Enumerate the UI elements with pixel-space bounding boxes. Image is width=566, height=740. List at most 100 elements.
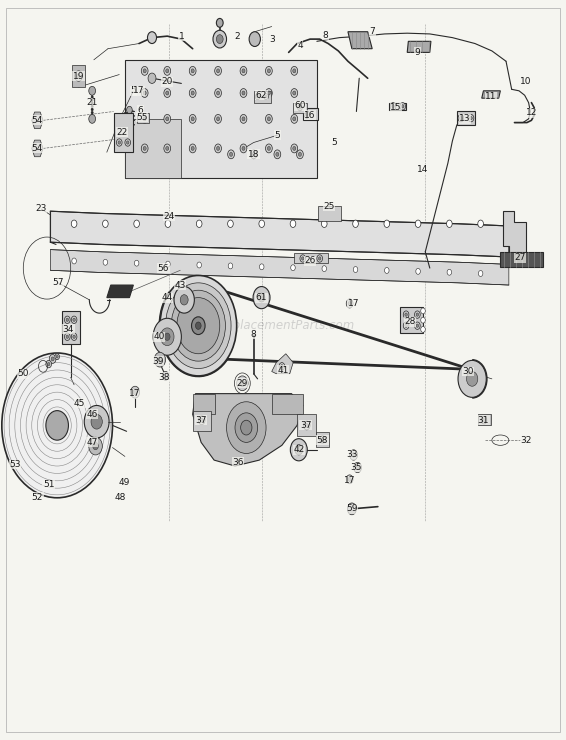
Circle shape — [267, 147, 271, 150]
Polygon shape — [192, 411, 211, 431]
Circle shape — [230, 152, 233, 156]
Circle shape — [158, 357, 162, 363]
Circle shape — [259, 220, 264, 227]
Text: 17: 17 — [133, 87, 145, 95]
Circle shape — [291, 89, 298, 98]
Polygon shape — [303, 108, 318, 121]
Circle shape — [416, 269, 421, 275]
Circle shape — [256, 95, 259, 98]
Circle shape — [252, 152, 255, 156]
Circle shape — [297, 150, 303, 159]
Circle shape — [240, 115, 247, 124]
Circle shape — [290, 220, 296, 227]
Circle shape — [403, 322, 409, 329]
Circle shape — [265, 67, 272, 75]
Text: 8: 8 — [251, 330, 256, 339]
Circle shape — [143, 117, 146, 121]
Circle shape — [250, 150, 257, 159]
Text: 26: 26 — [305, 256, 316, 265]
Text: 17: 17 — [348, 299, 359, 308]
Circle shape — [71, 333, 77, 340]
Circle shape — [103, 259, 108, 265]
Circle shape — [160, 275, 237, 376]
Circle shape — [240, 67, 247, 75]
Circle shape — [171, 290, 225, 361]
Circle shape — [91, 98, 93, 101]
Text: 60: 60 — [294, 101, 306, 110]
Polygon shape — [389, 103, 406, 110]
Polygon shape — [125, 60, 317, 178]
Circle shape — [89, 87, 96, 95]
Circle shape — [384, 267, 389, 273]
Circle shape — [228, 263, 233, 269]
Text: 4: 4 — [297, 41, 303, 50]
Circle shape — [127, 107, 132, 114]
Circle shape — [216, 18, 223, 27]
Text: 36: 36 — [232, 458, 243, 467]
Circle shape — [242, 117, 245, 121]
Circle shape — [91, 414, 102, 429]
Circle shape — [77, 74, 80, 78]
Circle shape — [134, 260, 139, 266]
Text: 46: 46 — [87, 410, 98, 419]
Circle shape — [117, 139, 122, 147]
Circle shape — [237, 376, 248, 391]
Text: 25: 25 — [324, 201, 335, 210]
Circle shape — [348, 301, 351, 306]
Circle shape — [174, 286, 194, 313]
Circle shape — [415, 220, 421, 227]
Circle shape — [189, 144, 196, 153]
Circle shape — [49, 354, 56, 363]
Circle shape — [466, 371, 478, 386]
Text: 44: 44 — [162, 293, 173, 302]
Circle shape — [164, 115, 170, 124]
Circle shape — [48, 363, 50, 366]
Circle shape — [148, 73, 156, 84]
Circle shape — [91, 90, 93, 92]
Polygon shape — [272, 394, 303, 414]
Text: 59: 59 — [346, 505, 358, 514]
Circle shape — [458, 360, 486, 397]
Polygon shape — [125, 119, 181, 178]
Circle shape — [164, 144, 170, 153]
Circle shape — [216, 35, 223, 44]
Circle shape — [148, 32, 157, 44]
Circle shape — [217, 147, 220, 150]
Circle shape — [259, 294, 264, 301]
Circle shape — [71, 316, 77, 323]
Text: 16: 16 — [305, 111, 316, 120]
Circle shape — [228, 220, 233, 227]
Circle shape — [264, 94, 268, 100]
Circle shape — [51, 357, 54, 361]
Circle shape — [84, 406, 109, 438]
Circle shape — [191, 117, 194, 121]
Circle shape — [134, 220, 139, 227]
Circle shape — [215, 89, 221, 98]
Circle shape — [299, 107, 301, 109]
Circle shape — [89, 115, 96, 124]
Circle shape — [265, 144, 272, 153]
Circle shape — [65, 316, 70, 323]
Circle shape — [195, 322, 201, 329]
Circle shape — [249, 32, 260, 47]
Circle shape — [353, 266, 358, 272]
Polygon shape — [478, 414, 491, 425]
Circle shape — [127, 123, 132, 130]
Polygon shape — [316, 432, 329, 447]
Circle shape — [91, 105, 93, 108]
Circle shape — [298, 105, 302, 111]
Circle shape — [65, 333, 70, 340]
Circle shape — [317, 255, 323, 262]
Circle shape — [302, 257, 304, 260]
Circle shape — [91, 111, 93, 114]
Text: 5: 5 — [275, 131, 280, 140]
Circle shape — [55, 354, 59, 360]
Circle shape — [291, 144, 298, 153]
Circle shape — [142, 144, 148, 153]
Circle shape — [240, 144, 247, 153]
Text: 37: 37 — [195, 416, 207, 425]
Circle shape — [91, 102, 93, 105]
Circle shape — [166, 91, 169, 95]
Circle shape — [142, 115, 148, 124]
Circle shape — [421, 326, 425, 332]
